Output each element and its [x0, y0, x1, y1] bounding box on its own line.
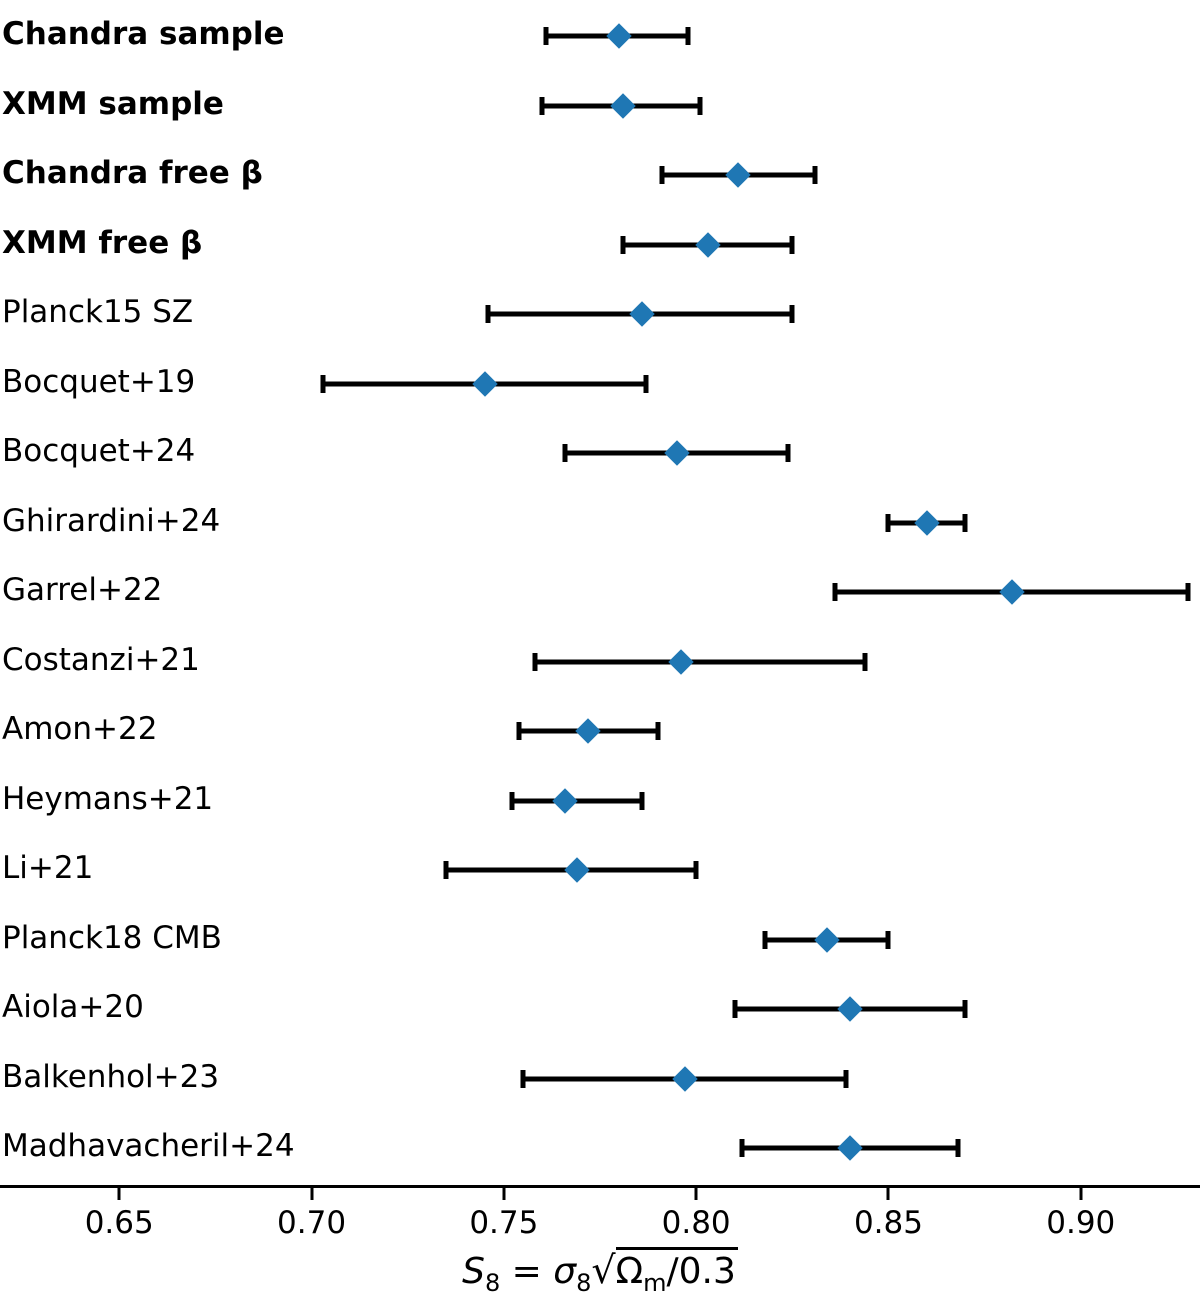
errorbar-cap-right: [843, 1069, 849, 1088]
data-point-diamond-icon: [552, 787, 579, 814]
x-tick-label: 0.90: [1046, 1205, 1116, 1241]
row-label: Amon+22: [2, 710, 158, 747]
x-tick-label: 0.65: [84, 1205, 154, 1241]
errorbar-cap-right: [812, 166, 818, 184]
data-point-diamond-icon: [575, 718, 602, 744]
errorbar-cap-left: [320, 374, 326, 393]
x-tick-mark: [694, 1188, 698, 1200]
xlabel-radicand-rest: /0.3: [666, 1251, 736, 1292]
errorbar-cap-right: [962, 513, 968, 532]
xlabel-S: S: [462, 1251, 485, 1292]
row-label: Chandra free β: [2, 154, 263, 191]
row-label: Madhavacheril+24: [2, 1127, 295, 1164]
errorbar-line: [534, 659, 866, 664]
errorbar-cap-right: [655, 722, 661, 740]
errorbar-cap-left: [539, 96, 545, 115]
errorbar-cap-left: [485, 305, 491, 323]
data-point-diamond-icon: [564, 857, 590, 883]
xlabel-sigma-sub: 8: [576, 1269, 592, 1298]
errorbar-cap-right: [697, 96, 703, 115]
data-point-diamond-icon: [471, 370, 498, 397]
data-point-diamond-icon: [668, 648, 694, 675]
row-label: Ghirardini+24: [2, 502, 221, 539]
row-label: XMM free β: [2, 224, 203, 261]
errorbar-cap-left: [885, 513, 891, 532]
data-point-diamond-icon: [610, 92, 636, 119]
data-point-diamond-icon: [837, 996, 863, 1022]
data-point-diamond-icon: [725, 162, 752, 188]
x-tick-label: 0.75: [469, 1205, 539, 1241]
errorbar-cap-right: [862, 652, 868, 671]
data-point-diamond-icon: [671, 1065, 698, 1092]
row-label: Chandra sample: [2, 15, 285, 52]
xlabel-omega-sub: m: [643, 1269, 667, 1298]
errorbar-cap-left: [443, 861, 449, 879]
xlabel-equals: =: [500, 1251, 554, 1292]
row-label: XMM sample: [2, 85, 224, 122]
data-point-diamond-icon: [814, 926, 840, 953]
x-tick-mark: [117, 1188, 121, 1200]
x-tick-label: 0.80: [661, 1205, 731, 1241]
xlabel-S-sub: 8: [484, 1269, 501, 1298]
plot-area: Chandra sample XMM sample Chandra free β XM…: [2, 15, 1191, 1164]
data-point-diamond-icon: [629, 301, 656, 327]
x-axis-title: S8 = σ8√Ωm/0.3: [0, 1247, 1200, 1298]
data-point-diamond-icon: [664, 440, 690, 466]
x-tick-label: 0.85: [853, 1205, 923, 1241]
x-tick-mark: [886, 1188, 890, 1200]
errorbar-cap-right: [639, 791, 645, 810]
errorbar-cap-left: [509, 791, 515, 810]
errorbar-cap-left: [562, 444, 568, 462]
row-label: Balkenhol+23: [2, 1058, 220, 1095]
row-label: Bocquet+24: [2, 432, 196, 469]
data-point-diamond-icon: [694, 231, 721, 258]
data-point-diamond-icon: [998, 579, 1025, 605]
errorbar-cap-right: [643, 374, 649, 393]
errorbar-cap-left: [520, 1069, 526, 1088]
errorbar-cap-right: [785, 444, 791, 462]
xlabel-omega: Ω: [615, 1251, 644, 1292]
errorbar-cap-left: [739, 1139, 745, 1157]
row-label: Heymans+21: [2, 780, 214, 817]
errorbar-cap-right: [693, 861, 699, 879]
xlabel-sigma: σ: [553, 1251, 577, 1292]
errorbar-cap-left: [732, 1000, 738, 1018]
data-point-diamond-icon: [606, 23, 632, 49]
x-axis-line: [0, 1185, 1200, 1188]
errorbar-cap-left: [659, 166, 665, 184]
sqrt-icon: √: [591, 1248, 616, 1292]
errorbar-cap-left: [543, 27, 549, 45]
errorbar-cap-right: [789, 305, 795, 323]
row-label: Planck15 SZ: [2, 293, 194, 330]
x-tick-mark: [502, 1188, 506, 1200]
errorbar-cap-left: [516, 722, 522, 740]
errorbar-cap-right: [789, 235, 795, 254]
errorbar-cap-left: [762, 930, 768, 949]
errorbar-cap-right: [685, 27, 691, 45]
row-label: Bocquet+19: [2, 363, 196, 400]
x-tick-label: 0.70: [277, 1205, 347, 1241]
x-tick-mark: [310, 1188, 314, 1200]
errorbar-cap-right: [962, 1000, 968, 1018]
errorbar-cap-right: [885, 930, 891, 949]
errorbar-cap-left: [532, 652, 538, 671]
row-label: Costanzi+21: [2, 641, 200, 678]
errorbar-cap-right: [1185, 583, 1191, 601]
errorbar-cap-left: [620, 235, 626, 254]
row-label: Planck18 CMB: [2, 919, 222, 956]
x-tick-mark: [1079, 1188, 1083, 1200]
row-label: Garrel+22: [2, 571, 163, 608]
row-label: Li+21: [2, 849, 94, 886]
row-label: Aiola+20: [2, 988, 144, 1025]
errorbar-cap-right: [955, 1139, 961, 1157]
errorbar-cap-left: [832, 583, 838, 601]
data-point-diamond-icon: [914, 509, 940, 536]
data-point-diamond-icon: [837, 1135, 863, 1161]
xlabel-radicand: Ωm/0.3: [615, 1247, 738, 1297]
